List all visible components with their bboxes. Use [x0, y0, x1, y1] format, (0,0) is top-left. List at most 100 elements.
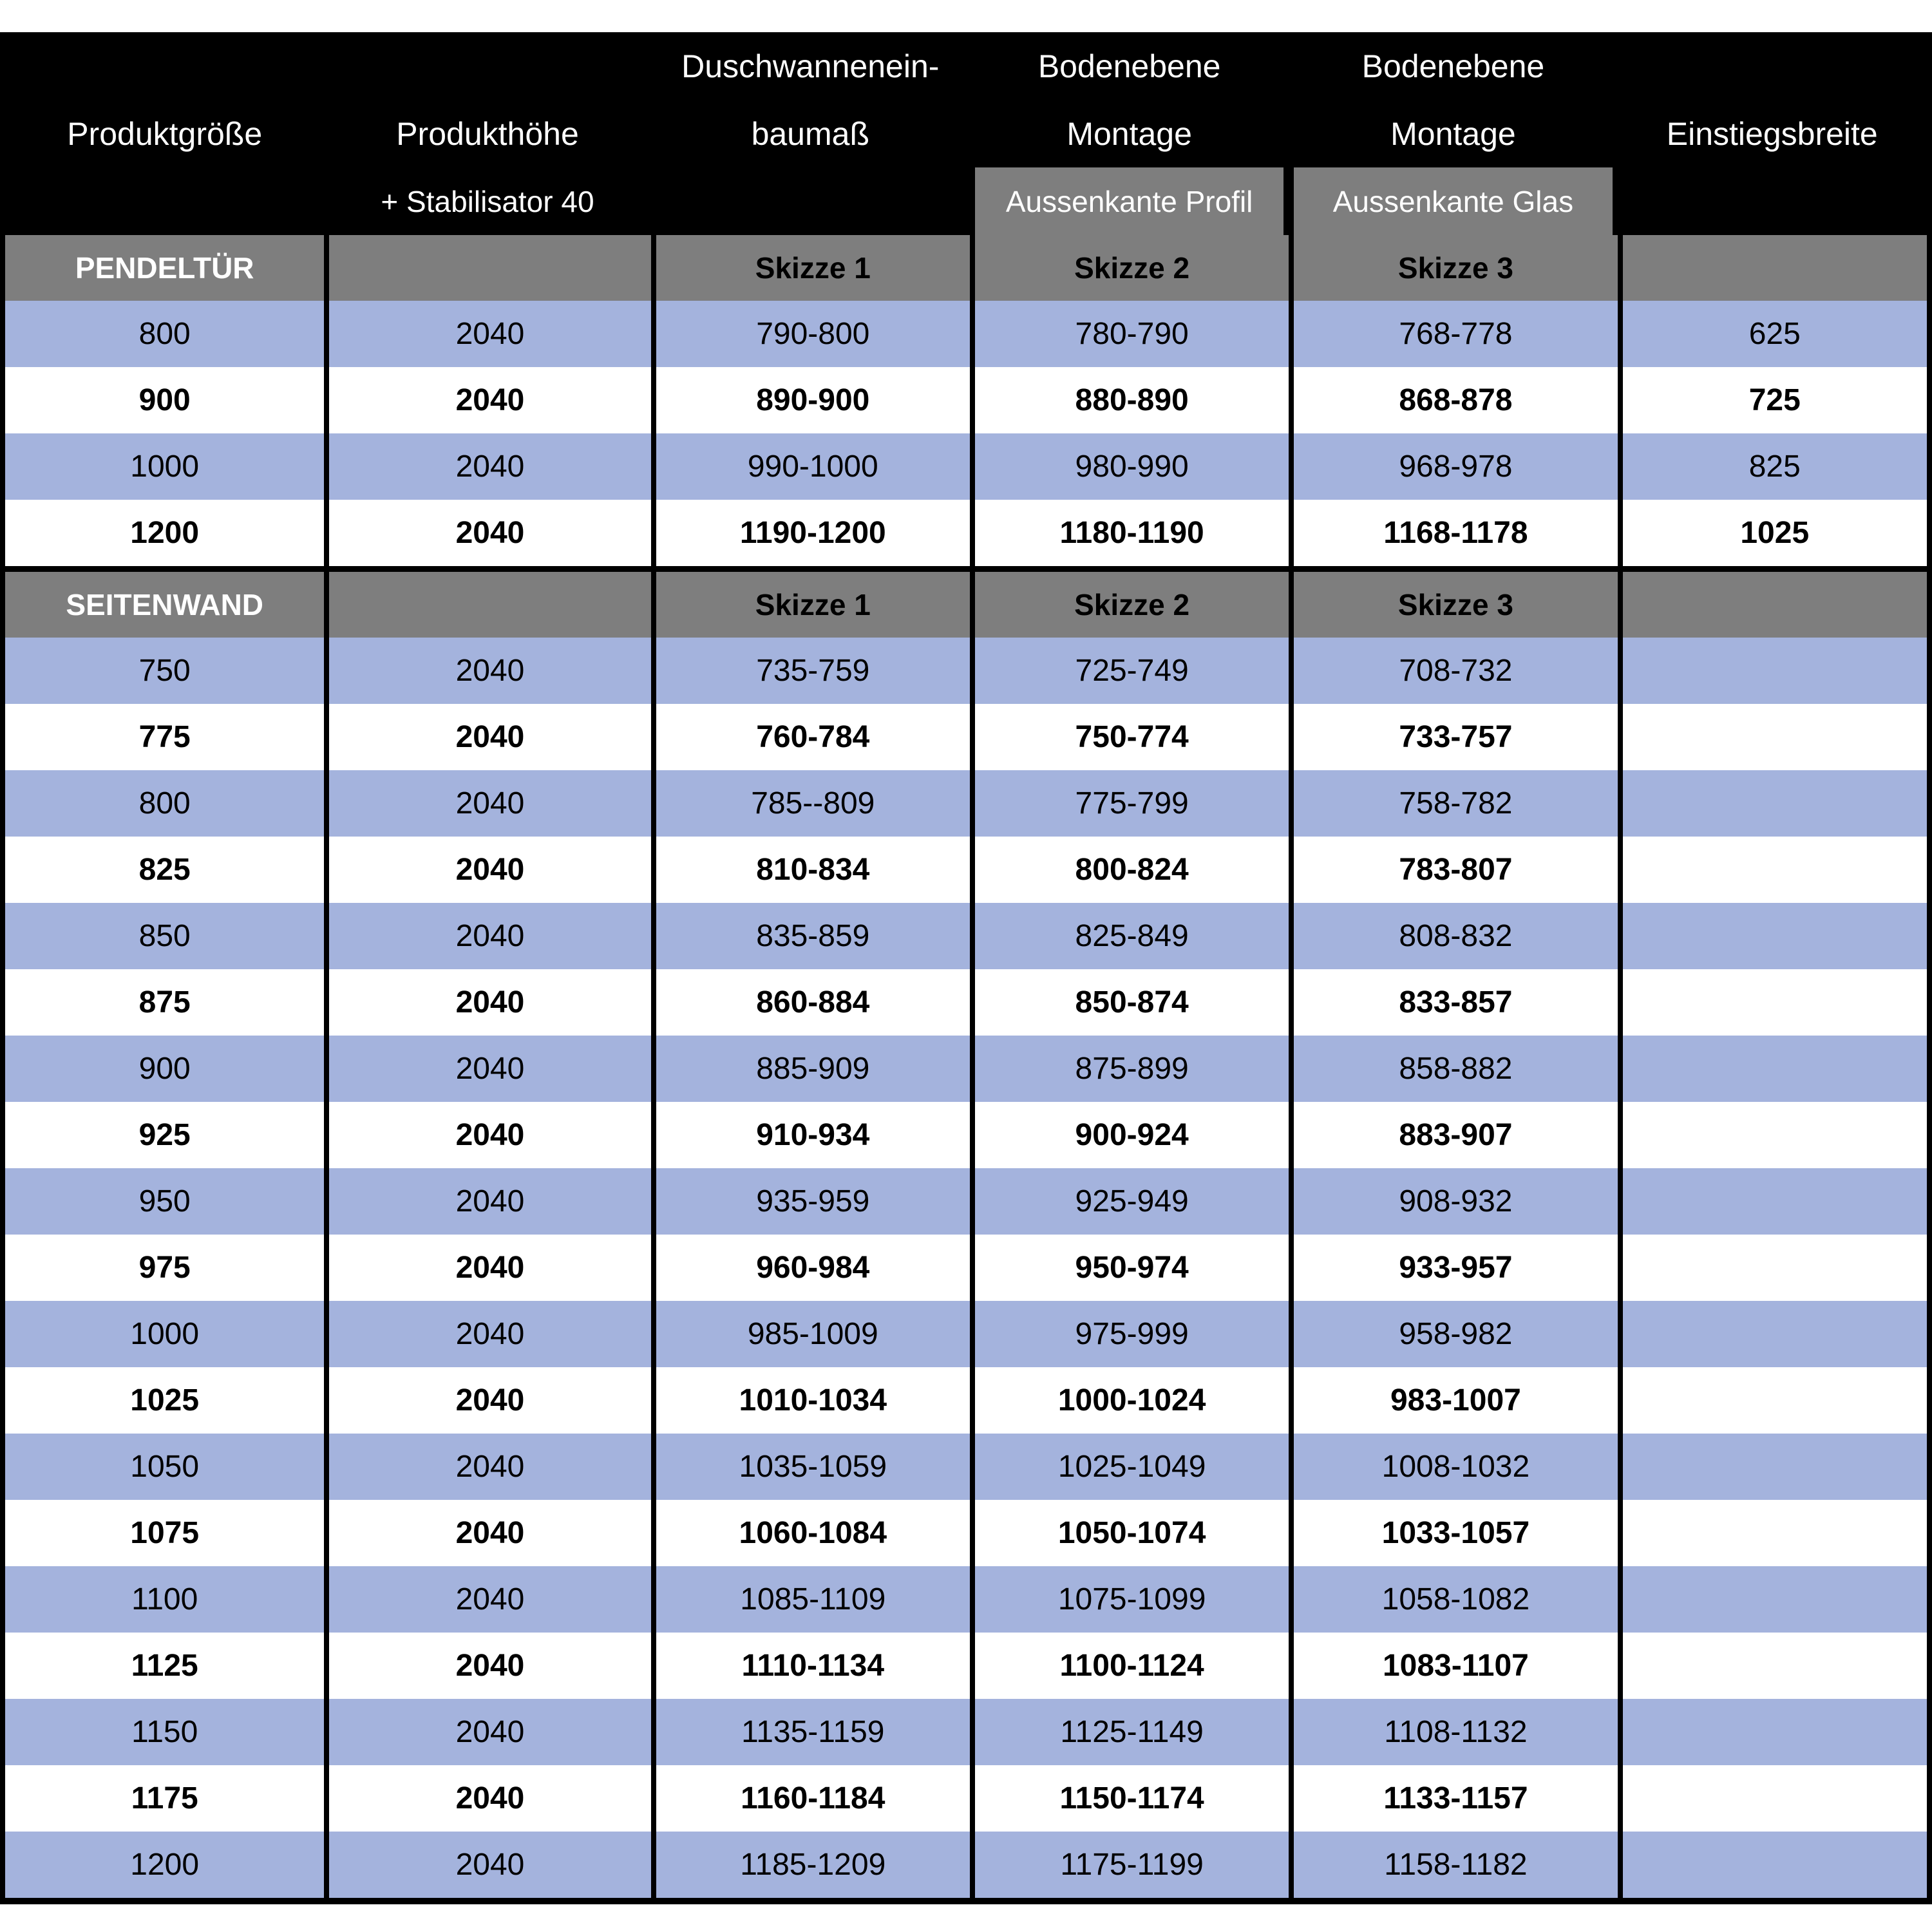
- cell-einstiegsbreite: 825: [1617, 433, 1927, 500]
- cell-aussenkante-profil: 880-890: [969, 367, 1289, 433]
- skizze-cell-3: Skizze 3: [1289, 572, 1617, 638]
- cell-einbaumass: 1190-1200: [650, 500, 970, 566]
- table-row: 925 2040 910-934 900-924 883-907: [5, 1102, 1927, 1168]
- cell-aussenkante-profil: 750-774: [969, 704, 1289, 770]
- cell-einstiegsbreite: [1617, 1036, 1927, 1102]
- cell-produktgroesse: 1200: [130, 1848, 200, 1882]
- cell-aussenkante-glas: 733-757: [1289, 704, 1617, 770]
- cell-einstiegsbreite: [1617, 1566, 1927, 1633]
- cell-produktgroesse: 900: [138, 1052, 191, 1086]
- header-label-montage-1: Montage: [1066, 115, 1192, 152]
- cell-aussenkante-glas: 1108-1132: [1289, 1699, 1617, 1765]
- header-col-bodenebene-glas: Bodenebene Montage Aussenkante Glas: [1289, 32, 1617, 235]
- section-header-row: SEITENWAND Skizze 1 Skizze 2 Skizze 3: [5, 566, 1927, 638]
- cell-aussenkante-profil: 825-849: [969, 903, 1289, 969]
- cell-produktgroesse: 800: [138, 786, 191, 820]
- table-row: 1075 2040 1060-1084 1050-1074 1033-1057: [5, 1500, 1927, 1566]
- section-header-row: PENDELTÜR Skizze 1 Skizze 2 Skizze 3: [5, 235, 1927, 301]
- skizze-cell-1: Skizze 1: [650, 572, 970, 638]
- cell-einstiegsbreite: [1617, 1832, 1927, 1898]
- cell-aussenkante-profil: 950-974: [969, 1235, 1289, 1301]
- table-row: 800 2040 785--809 775-799 758-782: [5, 770, 1927, 837]
- table-row: 950 2040 935-959 925-949 908-932: [5, 1168, 1927, 1235]
- cell-produkthoehe: 2040: [324, 367, 650, 433]
- cell-aussenkante-glas: 1083-1107: [1289, 1633, 1617, 1699]
- cell-aussenkante-glas: 933-957: [1289, 1235, 1617, 1301]
- cell-produktgroesse: 1000: [130, 1317, 200, 1351]
- cell-produktgroesse: 875: [138, 985, 191, 1019]
- table-row: 975 2040 960-984 950-974 933-957: [5, 1235, 1927, 1301]
- cell-aussenkante-profil: 775-799: [969, 770, 1289, 837]
- cell-produkthoehe: 2040: [324, 1566, 650, 1633]
- header-col-einbaumass: Duschwannenein- baumaß: [651, 32, 970, 235]
- cell-aussenkante-glas: 1133-1157: [1289, 1765, 1617, 1832]
- table-row: 875 2040 860-884 850-874 833-857: [5, 969, 1927, 1036]
- cell-einstiegsbreite: [1617, 770, 1927, 837]
- skizze-cell-3: Skizze 3: [1289, 235, 1617, 301]
- header-col-bodenebene-profil: Bodenebene Montage Aussenkante Profil: [970, 32, 1289, 235]
- cell-einbaumass: 760-784: [650, 704, 970, 770]
- cell-einstiegsbreite: [1617, 969, 1927, 1036]
- cell-einstiegsbreite: [1617, 1235, 1927, 1301]
- cell-aussenkante-profil: 1180-1190: [969, 500, 1289, 566]
- cell-aussenkante-glas: 808-832: [1289, 903, 1617, 969]
- cell-aussenkante-glas: 858-882: [1289, 1036, 1617, 1102]
- cell-produkthoehe: 2040: [324, 837, 650, 903]
- cell-einstiegsbreite: 625: [1617, 301, 1927, 367]
- cell-einbaumass: 1135-1159: [650, 1699, 970, 1765]
- skizze-cell-2: Skizze 2: [969, 235, 1289, 301]
- cell-einstiegsbreite: [1617, 837, 1927, 903]
- top-margin: [0, 0, 1932, 32]
- cell-einbaumass: 990-1000: [650, 433, 970, 500]
- cell-produkthoehe: 2040: [324, 1434, 650, 1500]
- cell-aussenkante-profil: 1175-1199: [969, 1832, 1289, 1898]
- cell-einstiegsbreite: [1617, 1168, 1927, 1235]
- cell-aussenkante-glas: 783-807: [1289, 837, 1617, 903]
- cell-einstiegsbreite: [1617, 1500, 1927, 1566]
- header-label-einstiegsbreite: Einstiegsbreite: [1666, 115, 1878, 152]
- cell-einbaumass: 735-759: [650, 638, 970, 704]
- cell-aussenkante-profil: 900-924: [969, 1102, 1289, 1168]
- cell-produktgroesse: 800: [138, 317, 191, 351]
- table-row: 1050 2040 1035-1059 1025-1049 1008-1032: [5, 1434, 1927, 1500]
- cell-produktgroesse: 775: [138, 720, 191, 754]
- cell-aussenkante-profil: 1050-1074: [969, 1500, 1289, 1566]
- cell-aussenkante-profil: 1000-1024: [969, 1367, 1289, 1434]
- cell-einbaumass: 910-934: [650, 1102, 970, 1168]
- cell-einbaumass: 1160-1184: [650, 1765, 970, 1832]
- cell-einbaumass: 835-859: [650, 903, 970, 969]
- cell-produktgroesse: 1150: [131, 1715, 198, 1749]
- cell-einstiegsbreite: [1617, 1699, 1927, 1765]
- cell-einbaumass: 1060-1084: [650, 1500, 970, 1566]
- table-row: 1000 2040 990-1000 980-990 968-978 825: [5, 433, 1927, 500]
- cell-produktgroesse: 1000: [130, 450, 200, 484]
- section-label-cell: SEITENWAND: [66, 588, 264, 621]
- table-row: 900 2040 890-900 880-890 868-878 725: [5, 367, 1927, 433]
- cell-aussenkante-glas: 958-982: [1289, 1301, 1617, 1367]
- cell-aussenkante-glas: 1058-1082: [1289, 1566, 1617, 1633]
- cell-aussenkante-glas: 908-932: [1289, 1168, 1617, 1235]
- cell-produkthoehe: 2040: [324, 1301, 650, 1367]
- cell-aussenkante-glas: 983-1007: [1289, 1367, 1617, 1434]
- cell-aussenkante-profil: 925-949: [969, 1168, 1289, 1235]
- cell-einstiegsbreite: 1025: [1617, 500, 1927, 566]
- cell-produktgroesse: 975: [138, 1251, 191, 1285]
- cell-produkthoehe: 2040: [324, 301, 650, 367]
- cell-produkthoehe: 2040: [324, 1036, 650, 1102]
- subheader-aussenkante-profil: Aussenkante Profil: [974, 167, 1284, 235]
- skizze-cell-2: Skizze 2: [969, 572, 1289, 638]
- cell-produkthoehe: 2040: [324, 500, 650, 566]
- cell-einbaumass: 1035-1059: [650, 1434, 970, 1500]
- cell-produkthoehe: 2040: [324, 1500, 650, 1566]
- table-row: 850 2040 835-859 825-849 808-832: [5, 903, 1927, 969]
- cell-aussenkante-profil: 1075-1099: [969, 1566, 1289, 1633]
- cell-produktgroesse: 1100: [131, 1582, 198, 1616]
- cell-produkthoehe: 2040: [324, 704, 650, 770]
- cell-aussenkante-profil: 1125-1149: [969, 1699, 1289, 1765]
- header-label-duschwannen: Duschwannenein-: [681, 48, 940, 84]
- cell-produkthoehe: 2040: [324, 903, 650, 969]
- cell-produktgroesse: 900: [138, 383, 191, 417]
- cell-aussenkante-glas: 768-778: [1289, 301, 1617, 367]
- cell-produkthoehe: 2040: [324, 1367, 650, 1434]
- table-row: 750 2040 735-759 725-749 708-732: [5, 638, 1927, 704]
